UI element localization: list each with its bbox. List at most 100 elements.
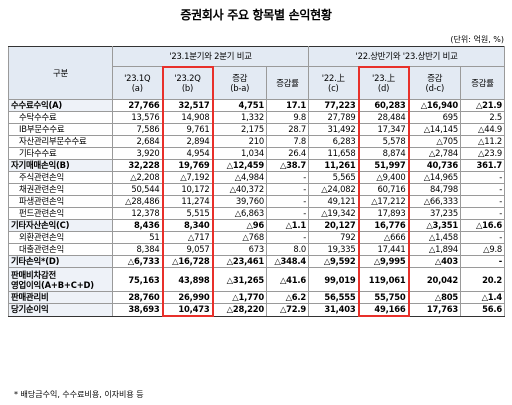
table-cell: 8,874 xyxy=(357,147,410,160)
table-cell: 39,760 xyxy=(212,195,267,208)
table-cell: 2.5 xyxy=(460,111,506,124)
table-cell: 27,789 xyxy=(308,111,360,124)
row-label: IB부문수수료 xyxy=(8,123,113,136)
table-cell: △17,212 xyxy=(357,195,410,208)
table-cell: 28,760 xyxy=(112,291,163,304)
table-cell: △1,894 xyxy=(408,243,462,256)
column-header-bottom: (c) xyxy=(328,83,339,93)
table-cell: △72.9 xyxy=(265,303,310,317)
table-cell: 60,716 xyxy=(357,183,410,196)
table-cell: 10,473 xyxy=(161,303,214,317)
table-cell: △7,192 xyxy=(161,171,214,184)
table-cell: △28,486 xyxy=(112,195,163,208)
table-row: 기타손익*(D) △6,733 △16,728 △23,461 △348.4 △9,592… xyxy=(8,255,506,268)
column-header: '23.上 (d) xyxy=(357,65,410,100)
table-cell: △12,459 xyxy=(212,159,267,172)
table-cell: 14,908 xyxy=(161,111,214,124)
table-cell: - xyxy=(460,171,506,184)
table-cell: △666 xyxy=(357,231,410,244)
table-cell: 32,228 xyxy=(112,159,163,172)
table-cell: - xyxy=(265,207,310,220)
table-cell: 99,019 xyxy=(308,267,360,292)
table-cell: 37,235 xyxy=(408,207,462,220)
column-header: 증감률 xyxy=(265,66,310,100)
table-cell: 28.7 xyxy=(265,123,310,136)
table-row: 당기순이익 38,693 10,473 △28,220 △72.9 31,403 49,16… xyxy=(8,303,506,317)
table-cell: 8,340 xyxy=(161,219,214,232)
column-header: '23.1Q (a) xyxy=(112,66,163,100)
table-cell: - xyxy=(460,183,506,196)
table-cell: 6,283 xyxy=(308,135,360,148)
table-cell: △44.9 xyxy=(460,123,506,136)
table-cell: 1,332 xyxy=(212,111,267,124)
row-label: 자기매매손익(B) xyxy=(8,159,113,172)
table-row: 파생관련손익 △28,486 11,274 39,760-49,121 △17,212 △… xyxy=(8,195,506,208)
table-cell: 2,684 xyxy=(112,135,163,148)
table-cell: 43,898 xyxy=(161,267,214,292)
table-cell: 8.0 xyxy=(265,243,310,256)
table-cell: 11,658 xyxy=(308,147,360,160)
table-cell: 50,544 xyxy=(112,183,163,196)
table-cell: 26,990 xyxy=(161,291,214,304)
table-cell: △1.4 xyxy=(460,291,506,304)
table-cell: 119,061 xyxy=(357,267,410,292)
column-header-top: 증감률 xyxy=(471,78,494,88)
table-cell: 19,769 xyxy=(161,159,214,172)
table-cell: 20,042 xyxy=(408,267,462,292)
table-cell: 2,175 xyxy=(212,123,267,136)
table-cell: 7,586 xyxy=(112,123,163,136)
row-label: 자산관리부문수수료 xyxy=(8,135,113,148)
column-header-top: '23.上 xyxy=(372,73,396,84)
table-cell: 5,565 xyxy=(308,171,360,184)
table-cell: 9.8 xyxy=(265,111,310,124)
table-cell: △19,342 xyxy=(308,207,360,220)
column-header-top: 증감 xyxy=(232,73,248,83)
table-cell: 17,893 xyxy=(357,207,410,220)
column-header: '23.2Q (b) xyxy=(161,65,214,100)
table-cell: 17,763 xyxy=(408,303,462,317)
table-cell: △2,784 xyxy=(408,147,462,160)
table-cell: △4,984 xyxy=(212,171,267,184)
table-cell: △41.6 xyxy=(265,267,310,292)
table-cell: 60,283 xyxy=(357,99,410,112)
table-cell: - xyxy=(265,231,310,244)
table-row: 기타자산손익(C) 8,436 8,340 △96 △1.1 20,127 16,776 △3… xyxy=(8,219,506,232)
table-cell: △1,458 xyxy=(408,231,462,244)
table-cell: 792 xyxy=(308,231,360,244)
table-cell: △2,208 xyxy=(112,171,163,184)
column-header: '22.上 (c) xyxy=(308,66,360,100)
table-cell: 5,578 xyxy=(357,135,410,148)
table-cell: 31,403 xyxy=(308,303,360,317)
header-category: 구분 xyxy=(8,46,113,100)
table-cell: △9,995 xyxy=(357,255,410,268)
table-cell: 5,515 xyxy=(161,207,214,220)
table-cell: 26.4 xyxy=(265,147,310,160)
table-cell: △14,965 xyxy=(408,171,462,184)
table-cell: 17,347 xyxy=(357,123,410,136)
table-cell: △40,372 xyxy=(212,183,267,196)
table-cell: 17,441 xyxy=(357,243,410,256)
table-cell: 31,492 xyxy=(308,123,360,136)
table-cell: △66,333 xyxy=(408,195,462,208)
table-row: 판매관리비 28,760 26,990 △1,770 △6.2 56,555 55,750 △… xyxy=(8,291,506,304)
row-label: 수수료수익(A) xyxy=(8,99,113,112)
table-cell: △1.1 xyxy=(265,219,310,232)
row-label: 당기순이익 xyxy=(8,303,113,317)
table-cell: 75,163 xyxy=(112,267,163,292)
table-cell: 8,436 xyxy=(112,219,163,232)
table-cell: 17.1 xyxy=(265,99,310,112)
table-cell: 210 xyxy=(212,135,267,148)
table-cell: 11,261 xyxy=(308,159,360,172)
table-cell: △16,940 xyxy=(408,99,462,112)
table-cell: △28,220 xyxy=(212,303,267,317)
table-cell: △21.9 xyxy=(460,99,506,112)
table-cell: 2,894 xyxy=(161,135,214,148)
table-cell: △6,733 xyxy=(112,255,163,268)
table-cell: △705 xyxy=(408,135,462,148)
column-header: 증감 (d-c) xyxy=(408,66,462,100)
table-row: 자기매매손익(B) 32,228 19,769 △12,459 △38.7 11,261 5… xyxy=(8,159,506,172)
table-cell: △31,265 xyxy=(212,267,267,292)
column-header-top: '23.1Q xyxy=(124,73,151,83)
table-cell: △6.2 xyxy=(265,291,310,304)
table-cell: 56,555 xyxy=(308,291,360,304)
